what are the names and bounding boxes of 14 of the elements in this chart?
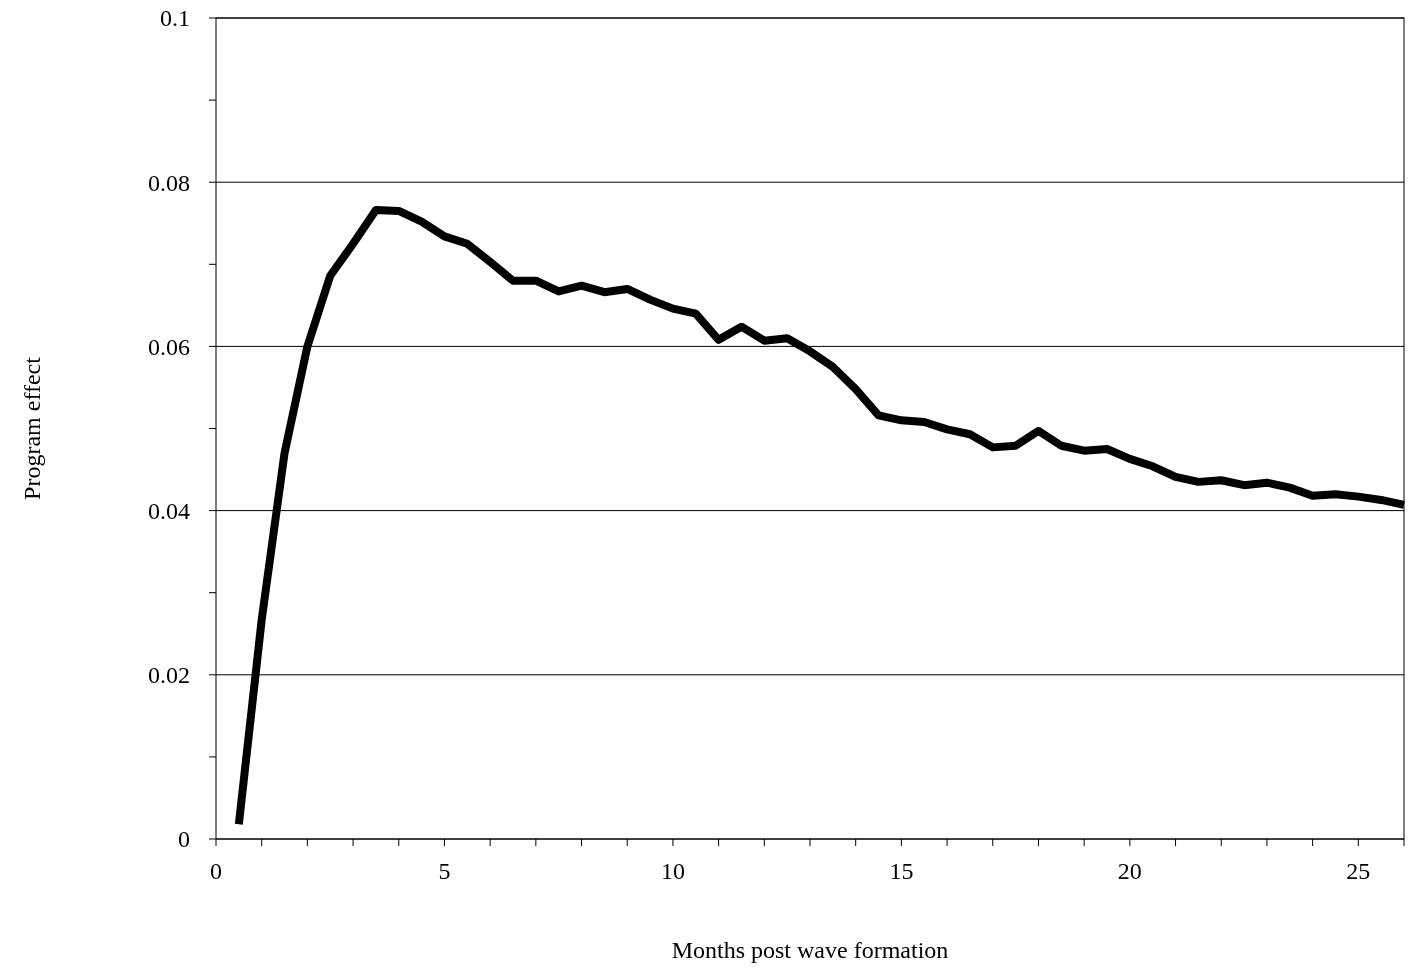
y-tick-label: 0.04: [148, 498, 190, 524]
x-tick-label: 10: [660, 858, 685, 884]
y-tick-label: 0: [178, 826, 190, 853]
x-tick-label: 20: [1117, 858, 1142, 884]
x-tick-label: 0: [210, 858, 222, 884]
x-tick-label: 15: [889, 858, 914, 884]
x-tick-label: 25: [1346, 858, 1371, 884]
y-tick-label: 0.06: [148, 333, 190, 360]
y-tick-label: 0.02: [148, 662, 190, 689]
y-axis-title: Program effect: [19, 356, 45, 500]
x-tick-label: 5: [438, 858, 451, 884]
y-tick-label: 0.08: [148, 169, 190, 196]
x-axis-title: Months post wave formation: [671, 937, 949, 963]
y-tick-label: 0.1: [160, 5, 190, 32]
